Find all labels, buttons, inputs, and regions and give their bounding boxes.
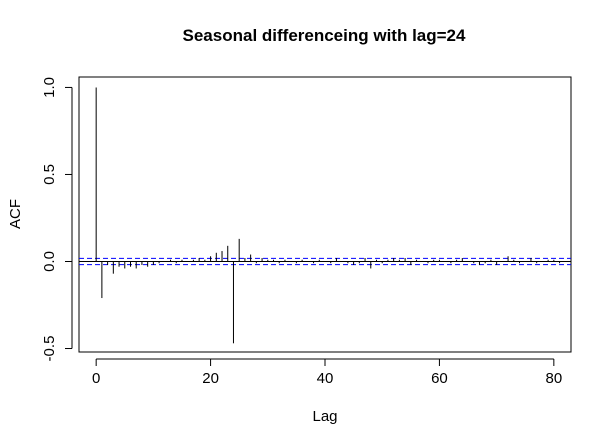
y-tick-label: 0.5 (41, 164, 58, 185)
x-axis-label: Lag (312, 408, 337, 425)
y-axis-label: ACF (7, 199, 24, 229)
plot-frame (78, 76, 572, 353)
confidence-band (79, 257, 571, 266)
chart-title: Seasonal differenceing with lag=24 (183, 26, 466, 45)
x-tick-label: 20 (202, 370, 219, 387)
y-tick-label: 1.0 (41, 77, 58, 98)
acf-bars (95, 87, 561, 344)
y-axis: -0.5 0.0 0.5 1.0 (41, 77, 73, 362)
x-axis: 0 20 40 60 80 (92, 358, 562, 387)
x-tick-label: 0 (92, 370, 100, 387)
y-tick-label: 0.0 (41, 251, 58, 272)
y-tick-label: -0.5 (41, 336, 58, 362)
x-tick-label: 80 (545, 370, 562, 387)
x-tick-label: 60 (431, 370, 448, 387)
x-tick-label: 40 (317, 370, 334, 387)
